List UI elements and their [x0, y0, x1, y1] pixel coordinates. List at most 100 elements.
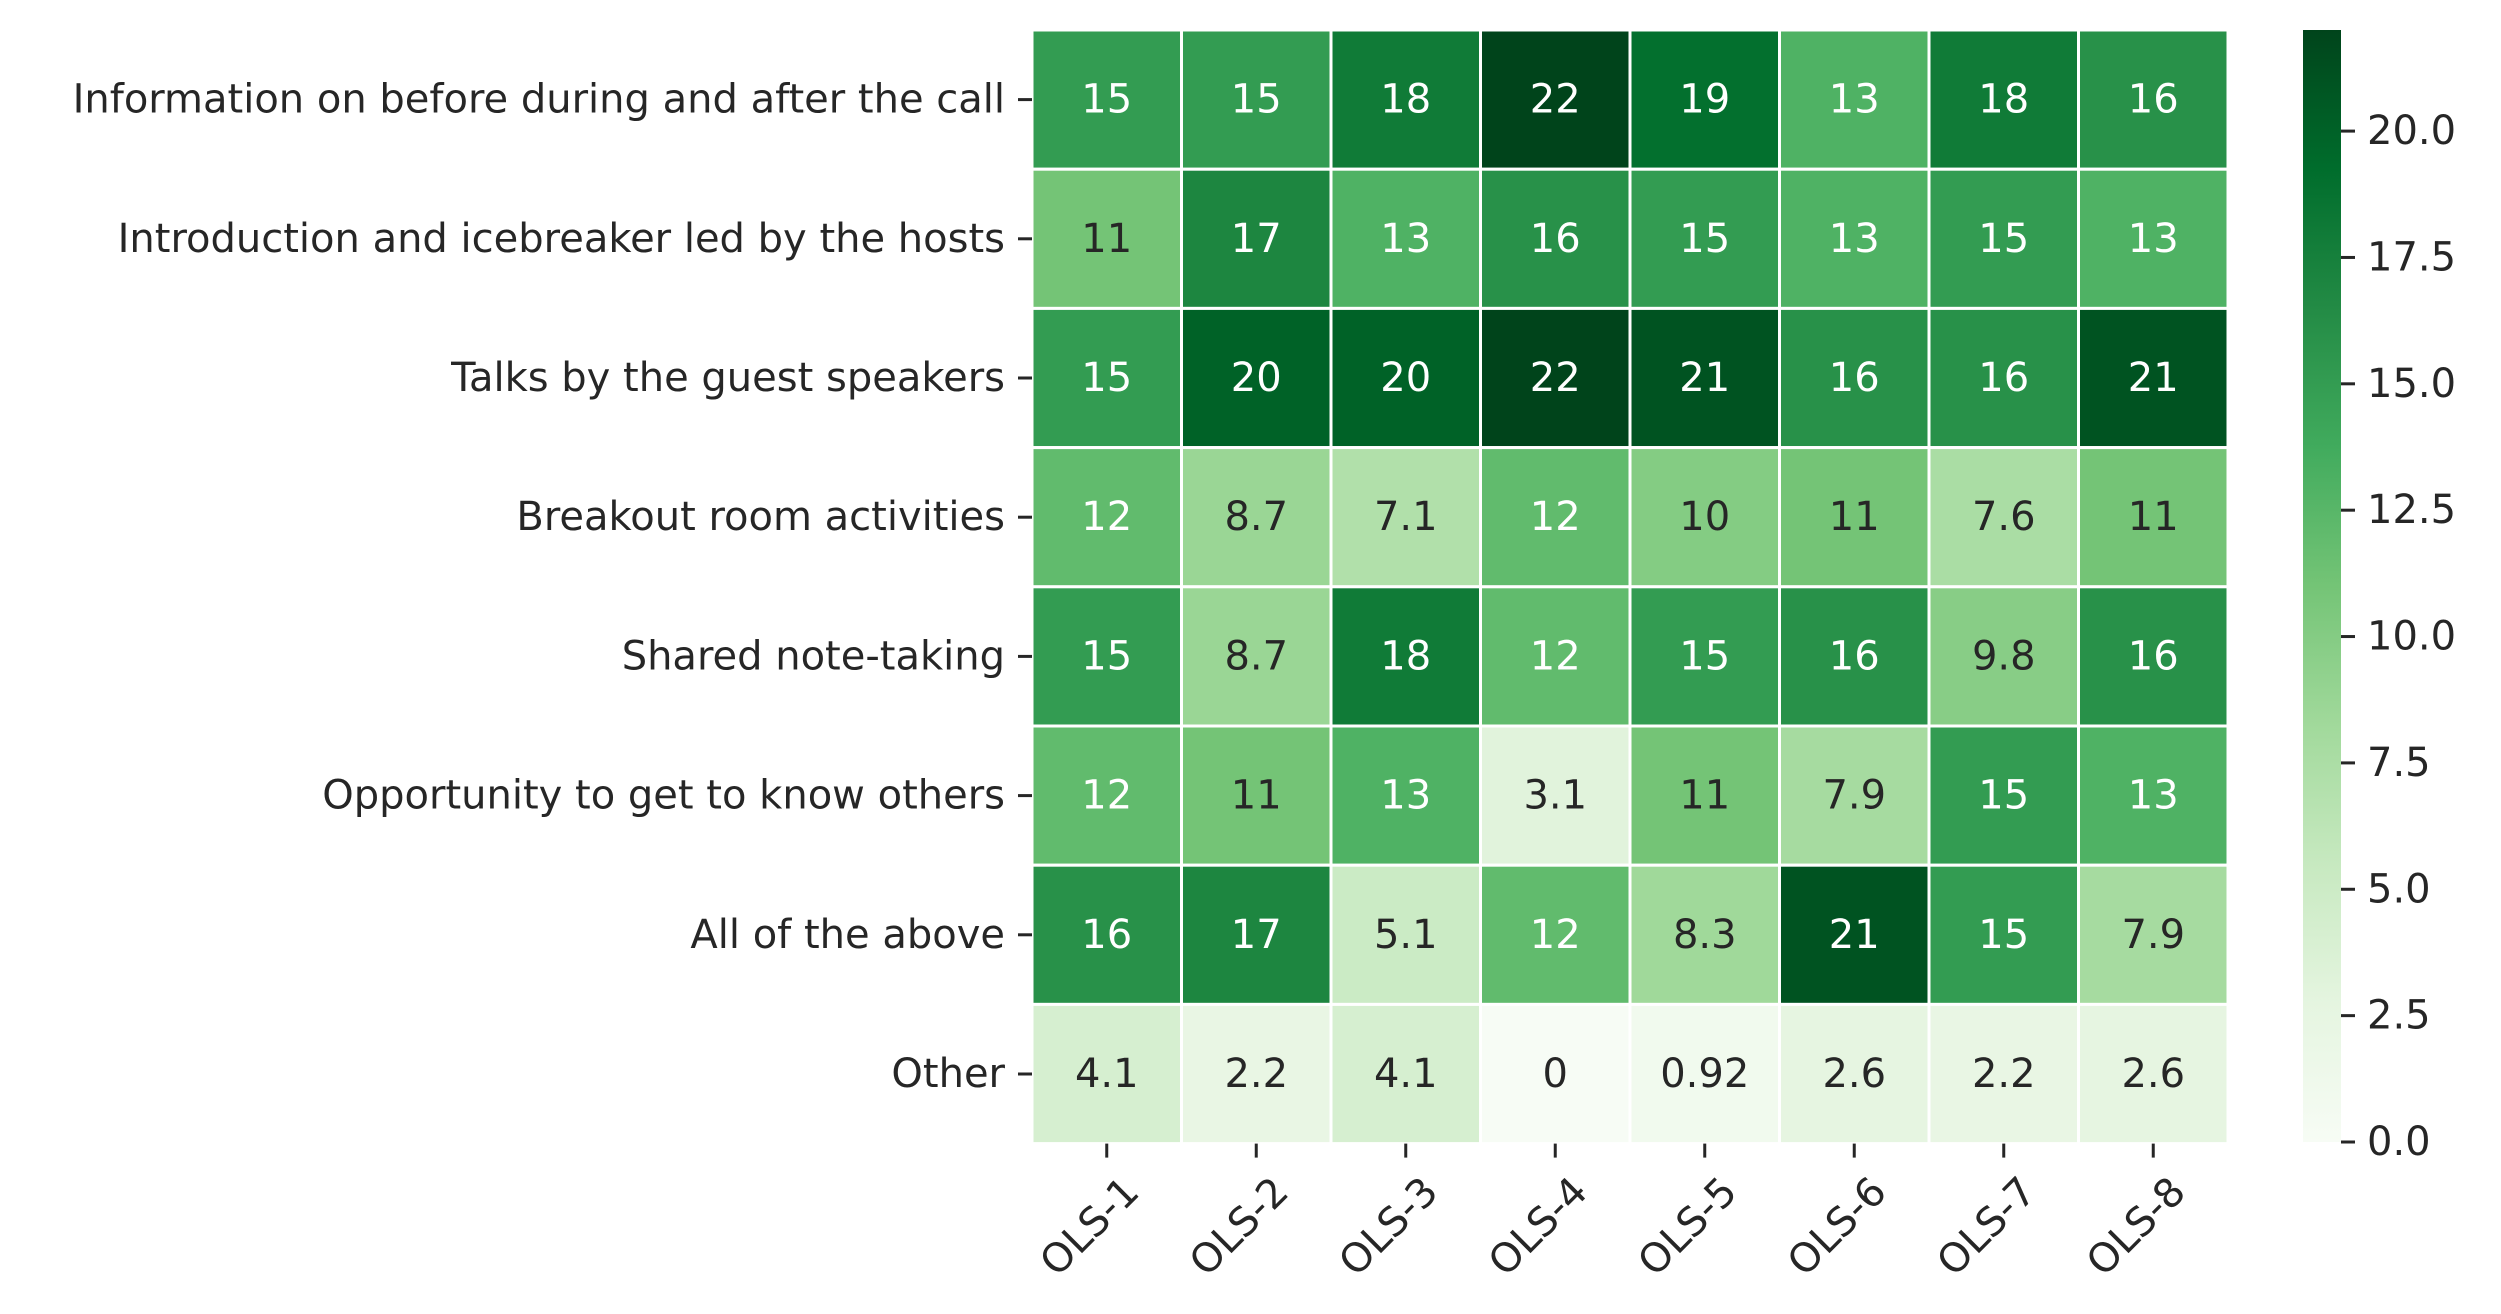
heatmap-cell	[1030, 863, 1183, 1006]
cell-value-label: 15	[1679, 633, 1730, 679]
y-tick-label: All of the above	[690, 912, 1005, 958]
cell-value-label: 4.1	[1374, 1051, 1438, 1097]
cell-value-label: 7.6	[1972, 494, 2036, 540]
cell-value-label: 15	[1081, 633, 1132, 679]
heatmap-cell	[1778, 167, 1931, 310]
colorbar-tick-label: 2.5	[2367, 993, 2431, 1039]
y-axis: Information on before during and after t…	[73, 77, 1032, 1097]
cell-value-label: 0	[1543, 1051, 1568, 1097]
colorbar-tick-label: 7.5	[2367, 740, 2431, 786]
cell-value-label: 11	[2128, 494, 2179, 540]
x-tick-label: OLS-5	[1629, 1169, 1746, 1286]
cell-value-label: 19	[1679, 77, 1730, 123]
colorbar-tick-label: 17.5	[2367, 234, 2456, 280]
heatmap-cell	[1479, 306, 1632, 450]
cell-value-label: 17	[1231, 216, 1282, 262]
cell-value-label: 16	[2128, 633, 2179, 679]
cell-value-label: 15	[1679, 216, 1730, 262]
cell-value-label: 8.3	[1673, 912, 1737, 958]
heatmap-cell	[1479, 167, 1632, 310]
heatmap-cell	[1628, 1002, 1781, 1146]
heatmap-cell	[2077, 306, 2230, 450]
cell-value-label: 9.8	[1972, 633, 2036, 679]
x-axis: OLS-1 OLS-2 OLS-3 OLS-4 OLS-5 OLS-6 OLS-7 OLS-8	[1031, 1143, 2195, 1286]
heatmap-cell	[1927, 863, 2080, 1006]
heatmap-cell	[1479, 585, 1632, 728]
cell-value-label: 17	[1231, 912, 1282, 958]
cell-value-label: 15	[1978, 773, 2029, 819]
colorbar-tick-label: 5.0	[2367, 866, 2431, 912]
cell-value-label: 22	[1530, 77, 1581, 123]
heatmap-cell	[1180, 167, 1333, 310]
heatmap-cell	[1778, 306, 1931, 450]
heatmap-cell	[2077, 863, 2230, 1006]
x-tick-label: OLS-8	[2078, 1169, 2195, 1286]
heatmap-cell	[1329, 863, 1482, 1006]
cell-value-label: 13	[1380, 773, 1431, 819]
cell-value-label: 11	[1679, 773, 1730, 819]
x-tick-label: OLS-1	[1031, 1169, 1148, 1286]
heatmap-cell	[1778, 28, 1931, 171]
colorbar-tick-label: 10.0	[2367, 614, 2456, 660]
heatmap-cell	[1180, 28, 1333, 171]
heatmap-cell	[1628, 306, 1781, 450]
cell-value-label: 18	[1978, 77, 2029, 123]
heatmap-cells	[1030, 28, 2230, 1146]
cell-value-label: 11	[1081, 216, 1132, 262]
cell-value-label: 20	[1231, 355, 1282, 401]
cell-value-label: 12	[1081, 773, 1132, 819]
cell-value-label: 8.7	[1224, 633, 1288, 679]
heatmap-cell	[1927, 585, 2080, 728]
cell-value-label: 21	[1829, 912, 1880, 958]
heatmap-cell	[2077, 167, 2230, 310]
heatmap-cell	[1329, 724, 1482, 867]
heatmap-cell	[2077, 28, 2230, 171]
heatmap-cell	[1180, 863, 1333, 1006]
cell-value-label: 8.7	[1224, 494, 1288, 540]
cell-value-label: 7.9	[2121, 912, 2185, 958]
heatmap-cell	[1030, 28, 1183, 171]
cell-value-label: 5.1	[1374, 912, 1438, 958]
cell-value-label: 16	[1081, 912, 1132, 958]
cell-value-label: 20	[1380, 355, 1431, 401]
cell-value-label: 16	[1978, 355, 2029, 401]
cell-value-label: 16	[1829, 355, 1880, 401]
heatmap-cell	[1628, 724, 1781, 867]
heatmap-cell	[1479, 446, 1632, 589]
heatmap-cell	[1628, 863, 1781, 1006]
x-tick-label: OLS-3	[1330, 1169, 1447, 1286]
cell-value-label: 15	[1231, 77, 1282, 123]
x-tick-label: OLS-2	[1181, 1169, 1298, 1286]
heatmap-cell	[2077, 724, 2230, 867]
cell-value-label: 21	[2128, 355, 2179, 401]
y-tick-label: Information on before during and after t…	[73, 77, 1005, 123]
cell-value-label: 13	[1829, 216, 1880, 262]
heatmap-cell	[1927, 446, 2080, 589]
cell-value-label: 13	[2128, 216, 2179, 262]
y-tick-label: Opportunity to get to know others	[322, 773, 1005, 819]
cell-value-label: 12	[1530, 912, 1581, 958]
colorbar-tick-label: 20.0	[2367, 108, 2456, 154]
cell-value-label: 15	[1081, 355, 1132, 401]
cell-value-label: 13	[1829, 77, 1880, 123]
x-tick-label: OLS-7	[1928, 1169, 2045, 1286]
colorbar-tick-label: 0.0	[2367, 1119, 2431, 1165]
heatmap-cell	[1180, 724, 1333, 867]
x-tick-label: OLS-6	[1779, 1169, 1896, 1286]
heatmap-cell	[1329, 28, 1482, 171]
cell-value-label: 11	[1829, 494, 1880, 540]
heatmap-cell	[1329, 1002, 1482, 1146]
heatmap-cell	[1180, 306, 1333, 450]
cell-value-label: 10	[1679, 494, 1730, 540]
cell-value-label: 18	[1380, 77, 1431, 123]
cell-value-label: 7.1	[1374, 494, 1438, 540]
colorbar-tick-label: 15.0	[2367, 361, 2456, 407]
cell-value-label: 13	[2128, 773, 2179, 819]
cell-value-label: 22	[1530, 355, 1581, 401]
colorbar-gradient	[2303, 30, 2341, 1142]
cell-value-label: 12	[1530, 494, 1581, 540]
cell-value-label: 7.9	[1822, 773, 1886, 819]
cell-value-label: 12	[1081, 494, 1132, 540]
heatmap-cell	[1329, 306, 1482, 450]
